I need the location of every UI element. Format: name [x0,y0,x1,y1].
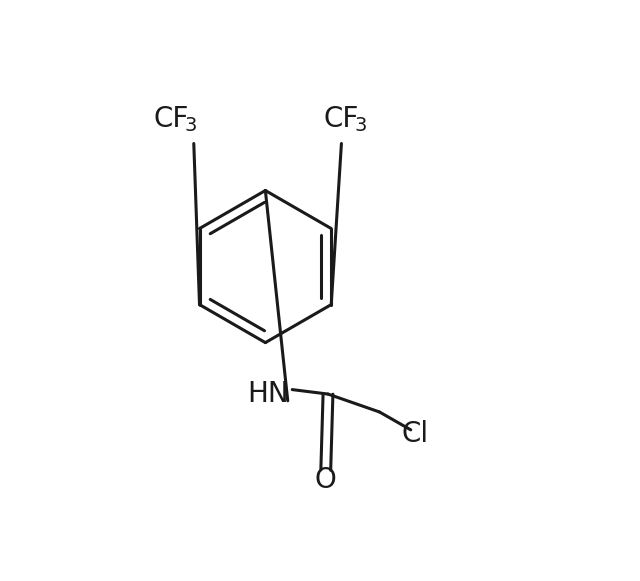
Text: 3: 3 [355,116,367,135]
Text: CF: CF [324,105,359,133]
Text: 3: 3 [185,116,197,135]
Text: CF: CF [154,105,189,133]
Text: O: O [315,467,337,494]
Text: Cl: Cl [402,420,429,449]
Text: HN: HN [247,380,289,408]
